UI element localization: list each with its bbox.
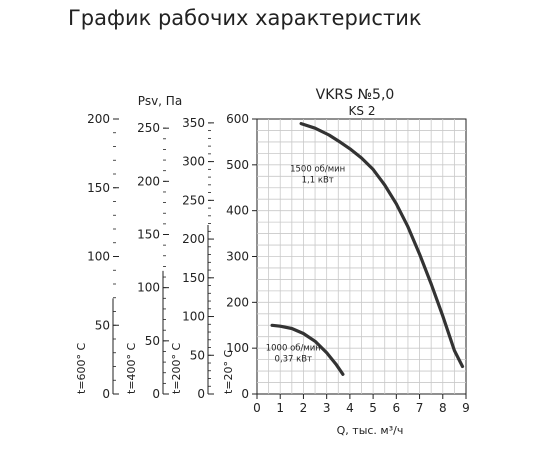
x-axis-label: Q, тыс. м³/ч	[337, 424, 404, 437]
x-tick-label: 6	[393, 401, 401, 415]
temperature-axes: 0 50 100 150 200 t=600° C 0 50 100 150 200 250 t=400…	[75, 112, 235, 401]
temperature-axis-tick-label: 0	[152, 387, 160, 401]
y-tick-label: 600	[226, 112, 249, 126]
temperature-label: t=400° C	[125, 342, 138, 394]
y-tick-label: 100	[226, 341, 249, 355]
temperature-axis-tick-label: 250	[182, 193, 205, 207]
x-tick-label: 1	[276, 401, 284, 415]
y-tick-label: 200	[226, 295, 249, 309]
x-tick-label: 0	[253, 401, 261, 415]
x-tick-label: 3	[323, 401, 331, 415]
series-label-rpm: 1500 об/мин	[290, 165, 345, 175]
grid	[257, 119, 466, 394]
temperature-axis-tick-label: 0	[197, 387, 205, 401]
ticks: 0 1 2 3 4 5 6 7 8 9 0 100 200 300 400 500 600	[226, 112, 470, 415]
temperature-axis-tick-label: 200	[87, 112, 110, 126]
temperature-axis-tick-label: 250	[137, 121, 160, 135]
y-tick-label: 500	[226, 158, 249, 172]
temperature-axis-tick-label: 100	[182, 310, 205, 324]
temperature-axis-tick-label: 100	[87, 250, 110, 264]
x-tick-label: 7	[416, 401, 424, 415]
temperature-axis-tick-label: 300	[182, 155, 205, 169]
temperature-axis-tick-label: 150	[182, 271, 205, 285]
series-label-power: 1,1 кВт	[302, 176, 334, 186]
curves	[270, 122, 465, 376]
temperature-axis-tick-label: 200	[137, 174, 160, 188]
plot-area: 0 1 2 3 4 5 6 7 8 9 0 100 200 300 400 500 600	[226, 112, 470, 415]
temperature-label: t=200° C	[170, 342, 183, 394]
series-line-2	[270, 323, 345, 376]
x-tick-label: 5	[369, 401, 377, 415]
temperature-axis-tick-label: 150	[87, 181, 110, 195]
page-title: График рабочих характеристик	[68, 6, 422, 30]
chart-subtitle: KS 2	[349, 104, 376, 118]
temperature-axis-tick-label: 50	[95, 318, 110, 332]
series-label-rpm: 1000 об/мин	[266, 343, 321, 353]
series-line-1	[299, 122, 465, 369]
x-tick-label: 4	[346, 401, 354, 415]
temperature-axis-tick-label: 100	[137, 281, 160, 295]
chart-title: VKRS №5,0	[316, 87, 395, 103]
x-tick-label: 2	[300, 401, 308, 415]
temperature-axis-tick-label: 350	[182, 116, 205, 130]
y-tick-label: 400	[226, 204, 249, 218]
temperature-axis-tick-label: 50	[145, 334, 160, 348]
y-axis-label: Psv, Па	[138, 94, 182, 108]
y-tick-label: 0	[241, 387, 249, 401]
series-label-power: 0,37 кВт	[275, 354, 313, 364]
temperature-label: t=20° C	[222, 349, 235, 394]
temperature-axis-tick-label: 50	[190, 348, 205, 362]
temperature-label: t=600° C	[75, 342, 88, 394]
temperature-axis-tick-label: 200	[182, 232, 205, 246]
x-tick-label: 8	[439, 401, 447, 415]
temperature-axis-tick-label: 0	[102, 387, 110, 401]
y-tick-label: 300	[226, 250, 249, 264]
temperature-axis-tick-label: 150	[137, 228, 160, 242]
x-tick-label: 9	[462, 401, 470, 415]
